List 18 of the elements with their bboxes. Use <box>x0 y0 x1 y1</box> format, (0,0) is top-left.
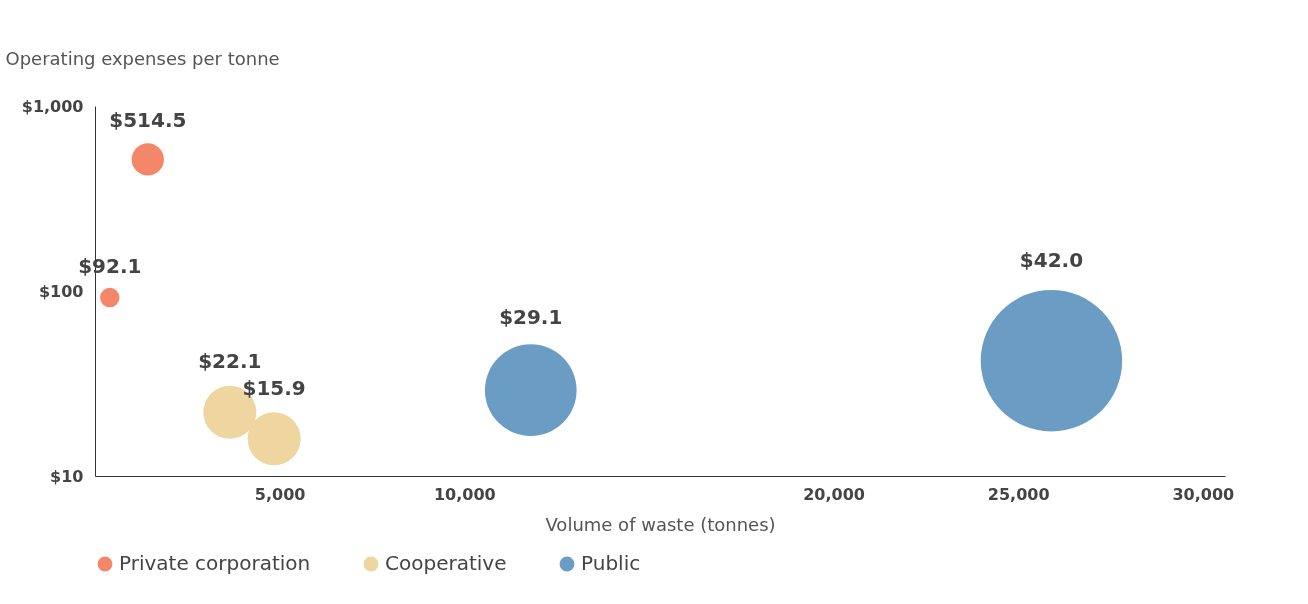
data-label: $514.5 <box>109 108 187 133</box>
data-label: $42.0 <box>1019 247 1084 272</box>
y-tick-label: $10 <box>50 466 84 486</box>
data-label: $15.9 <box>242 375 306 400</box>
x-tick-label: 25,000 <box>987 484 1050 504</box>
y-tick-label: $100 <box>38 281 84 301</box>
x-axis-title: Volume of waste (tonnes) <box>545 513 776 535</box>
x-tick-label: 10,000 <box>433 484 496 504</box>
y-axis-title: Operating expenses per tonne <box>5 47 280 69</box>
legend-label: Private corporation <box>119 551 311 575</box>
data-label: $22.1 <box>198 349 262 374</box>
x-tick-label: 5,000 <box>254 484 306 504</box>
data-label: $29.1 <box>499 305 563 330</box>
legend-label: Public <box>581 551 641 575</box>
y-tick-label: $1,000 <box>21 96 84 116</box>
x-tick-label: 30,000 <box>1172 484 1235 504</box>
legend-label: Cooperative <box>385 551 507 575</box>
x-tick-label: 20,000 <box>803 484 865 504</box>
